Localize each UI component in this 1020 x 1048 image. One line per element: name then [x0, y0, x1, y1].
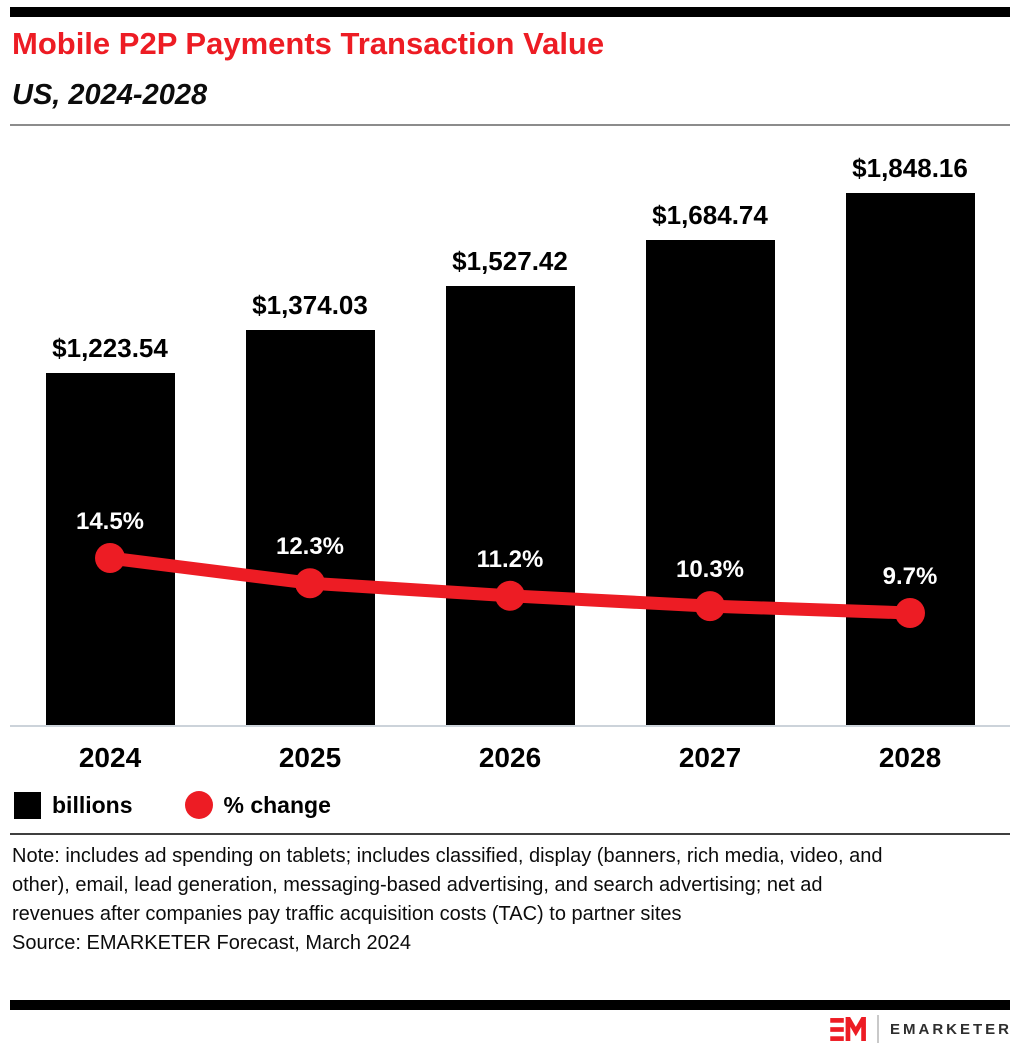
line-point-label: 12.3%: [275, 533, 345, 561]
bar-value-label: $1,374.03: [252, 290, 368, 320]
x-axis-label-2024: 2024: [78, 742, 142, 773]
bar-value-label: $1,684.74: [652, 200, 768, 230]
bar-2025: [245, 330, 375, 725]
legend-line-swatch: [184, 791, 213, 819]
brand-divider: [876, 1015, 879, 1043]
bar-value-label: $1,223.54: [52, 333, 168, 363]
x-axis-label-2026: 2026: [478, 742, 542, 773]
note-divider: [10, 833, 1010, 835]
line-point-label: 9.7%: [882, 562, 938, 590]
chart-subtitle: US, 2024-2028: [12, 79, 208, 111]
legend-bar-label: billions: [52, 791, 133, 818]
line-point-label: 10.3%: [675, 556, 745, 584]
note-block: Note: includes ad spending on tablets; i…: [12, 842, 904, 958]
note-text: Note: includes ad spending on tablets; i…: [12, 845, 883, 925]
bar-2028: [845, 193, 975, 725]
chart-legend: billions % change: [14, 791, 331, 819]
bar-2026: [445, 286, 575, 725]
bar-value-label: $1,848.16: [852, 153, 968, 183]
bar-value-label: $1,527.42: [452, 246, 568, 276]
chart-title: Mobile P2P Payments Transaction Value: [12, 26, 605, 61]
bar-2027: [645, 240, 775, 725]
footer-accent-bar: [10, 1000, 1010, 1010]
legend-bar-swatch: [14, 791, 41, 819]
x-axis-label-2028: 2028: [878, 742, 942, 773]
legend-line-label: % change: [223, 791, 331, 818]
emarketer-logo-icon: [830, 1016, 866, 1041]
x-axis-label-2027: 2027: [678, 742, 742, 773]
top-accent-bar: [10, 7, 1010, 17]
header-divider: [10, 124, 1010, 126]
bar-2024: [45, 373, 175, 725]
x-axis-baseline: [10, 725, 1010, 727]
source-text: Source: EMARKETER Forecast, March 2024: [12, 932, 412, 954]
line-point-label: 11.2%: [476, 545, 544, 573]
line-point-label: 14.5%: [75, 508, 145, 535]
chart-plot-area: $1,223.54 14.5% 2024 $1,374.03 12.3% 2025 $1,5…: [0, 130, 1020, 773]
x-axis-label-2025: 2025: [278, 742, 342, 773]
brand-lockup: EMARKETER: [830, 1013, 1012, 1045]
brand-name: EMARKETER: [889, 1020, 1012, 1038]
